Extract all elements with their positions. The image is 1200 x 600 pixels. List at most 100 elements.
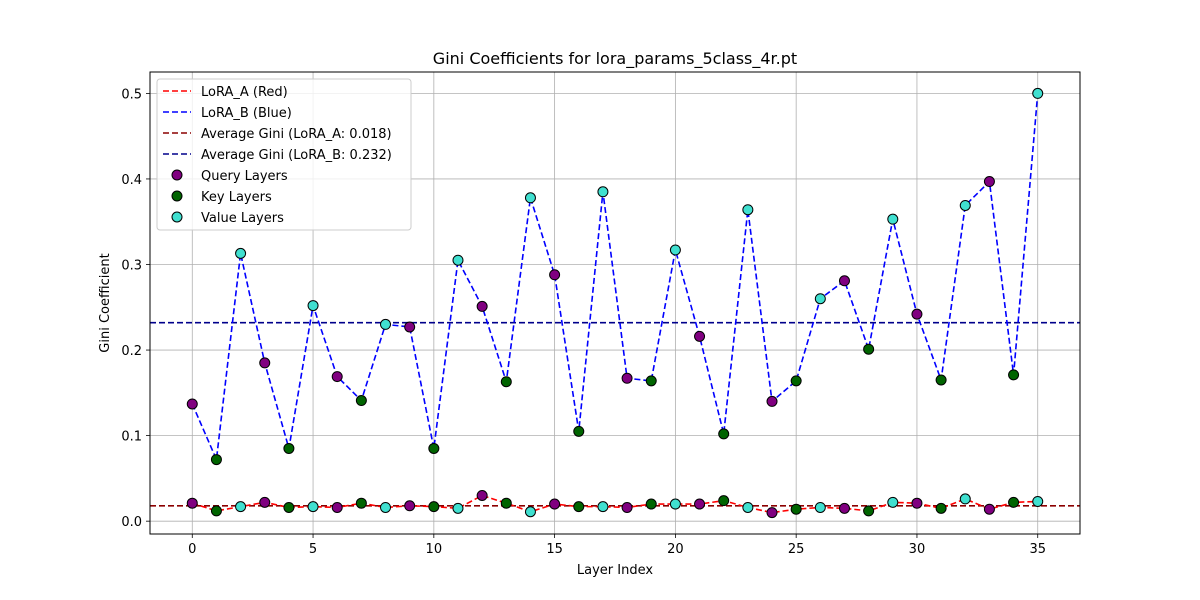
query-layer-point (766, 507, 778, 519)
key-layer-point (1008, 496, 1020, 508)
legend-marker-swatch (171, 211, 183, 223)
y-tick-label: 0.4 (121, 173, 142, 188)
legend-label: Average Gini (LoRA_B: 0.232) (201, 148, 392, 163)
query-layer-point (331, 501, 343, 513)
query-layer-point (259, 496, 271, 508)
value-layer-point (235, 247, 247, 259)
key-layer-point (863, 505, 875, 517)
value-layer-point (380, 318, 392, 330)
value-layer-point (524, 506, 536, 518)
key-layer-point (1008, 369, 1020, 381)
query-layer-point (766, 395, 778, 407)
query-layer-point (476, 490, 488, 501)
query-layer-point (838, 275, 850, 287)
query-layer-point (838, 502, 850, 514)
value-layer-point (1032, 495, 1044, 507)
legend-marker-swatch (171, 190, 183, 202)
y-tick-label: 0.3 (121, 259, 142, 274)
query-layer-point (404, 500, 416, 512)
legend-label: Average Gini (LoRA_A: 0.018) (201, 127, 392, 142)
key-layer-point (790, 375, 802, 387)
legend-label: LoRA_A (Red) (201, 85, 288, 100)
series-line (192, 494, 1038, 514)
plot-frame (149, 71, 1081, 535)
legend: LoRA_A (Red) LoRA_B (Blue) Average Gini (L… (156, 78, 412, 231)
average-lines (150, 321, 1080, 507)
query-layer-point (476, 300, 488, 312)
query-layer-point (694, 498, 706, 510)
query-layer-point (983, 503, 995, 515)
x-axis-label: Layer Index (577, 563, 653, 578)
value-layer-point (597, 186, 609, 198)
value-layer-point (959, 199, 971, 211)
key-layer-point (935, 374, 947, 386)
key-layer-point (283, 442, 295, 454)
query-layer-point (186, 497, 198, 509)
x-ticks: 0 5 10 15 20 25 30 35 (188, 534, 1046, 557)
query-layer-point (621, 372, 633, 384)
key-layer-point (210, 454, 222, 466)
legend-label: Key Layers (201, 190, 272, 205)
query-layer-point (549, 498, 561, 510)
layer-markers (186, 87, 1044, 519)
key-layer-point (428, 442, 440, 454)
value-layer-point (524, 192, 536, 204)
y-ticks: 0.0 0.1 0.2 0.3 0.4 0.5 (121, 87, 150, 530)
y-tick-label: 0.2 (121, 344, 142, 359)
query-layer-point (404, 321, 416, 333)
key-layer-point (645, 498, 657, 510)
series-lines (191, 93, 1039, 514)
legend-marker-swatch (171, 169, 183, 181)
value-layer-point (887, 213, 899, 225)
value-layer-point (959, 493, 971, 505)
key-layer-point (645, 375, 657, 387)
key-layer-point (718, 495, 730, 507)
key-layer-point (718, 428, 730, 440)
y-axis-label: Gini Coefficient (98, 253, 113, 352)
key-layer-point (573, 501, 585, 513)
key-layer-point (355, 395, 367, 407)
key-layer-point (935, 502, 947, 514)
key-layer-point (863, 343, 875, 355)
x-tick-label: 25 (788, 542, 805, 557)
x-tick-label: 10 (426, 542, 443, 557)
value-layer-point (814, 293, 826, 305)
query-layer-point (621, 501, 633, 513)
query-layer-point (259, 357, 271, 369)
query-layer-point (331, 371, 343, 383)
value-layer-point (452, 502, 464, 514)
key-layer-point (500, 497, 512, 509)
value-layer-point (742, 204, 754, 216)
value-layer-point (814, 501, 826, 513)
key-layer-point (428, 501, 440, 513)
key-layer-point (790, 503, 802, 515)
value-layer-point (597, 501, 609, 513)
value-layer-point (669, 244, 681, 256)
query-layer-point (186, 398, 198, 410)
y-tick-label: 0.1 (121, 430, 142, 445)
value-layer-point (742, 501, 754, 513)
value-layer-point (452, 254, 464, 266)
x-tick-label: 35 (1029, 542, 1046, 557)
value-layer-point (887, 496, 899, 508)
value-layer-point (235, 501, 247, 513)
key-layer-point (573, 425, 585, 437)
y-tick-label: 0.0 (121, 515, 142, 530)
query-layer-point (911, 497, 923, 509)
query-layer-point (549, 269, 561, 281)
value-layer-point (307, 300, 319, 312)
query-layer-point (911, 308, 923, 320)
value-layer-point (669, 498, 681, 510)
legend-box (156, 78, 412, 231)
x-tick-label: 30 (909, 542, 926, 557)
key-layer-point (355, 497, 367, 509)
x-tick-label: 20 (667, 542, 684, 557)
chart-title: Gini Coefficients for lora_params_5class… (433, 49, 797, 69)
value-layer-point (380, 501, 392, 513)
legend-label: Query Layers (201, 169, 288, 184)
query-layer-point (983, 176, 995, 188)
legend-label: LoRA_B (Blue) (201, 106, 292, 121)
value-layer-point (1032, 87, 1044, 99)
value-layer-point (307, 501, 319, 513)
